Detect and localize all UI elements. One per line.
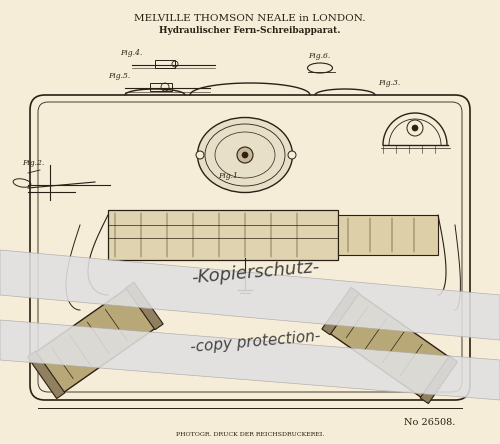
Text: -copy protection-: -copy protection- — [190, 329, 320, 355]
Polygon shape — [0, 250, 500, 340]
Circle shape — [237, 147, 253, 163]
Bar — [155, 60, 175, 68]
Text: Hydraulischer Fern-Schreibapparat.: Hydraulischer Fern-Schreibapparat. — [159, 26, 341, 35]
Text: Fig.4.: Fig.4. — [120, 49, 142, 57]
Bar — [126, 282, 163, 330]
Bar — [322, 287, 360, 335]
Circle shape — [242, 152, 248, 158]
Text: Fig.5.: Fig.5. — [108, 72, 130, 80]
Circle shape — [412, 125, 418, 131]
Text: Fig.6.: Fig.6. — [308, 52, 330, 60]
Ellipse shape — [198, 118, 292, 193]
Text: Fig.3.: Fig.3. — [378, 79, 400, 87]
FancyBboxPatch shape — [328, 293, 452, 398]
Bar — [338, 215, 438, 255]
FancyBboxPatch shape — [33, 287, 158, 393]
Text: Fig.2.: Fig.2. — [22, 159, 44, 167]
Text: No 26508.: No 26508. — [404, 418, 455, 427]
Circle shape — [196, 151, 204, 159]
Polygon shape — [0, 320, 500, 400]
Text: MELVILLE THOMSON NEALE in LONDON.: MELVILLE THOMSON NEALE in LONDON. — [134, 14, 366, 23]
Circle shape — [288, 151, 296, 159]
Bar — [28, 351, 65, 399]
Text: PHOTOGR. DRUCK DER REICHSDRUCKEREI.: PHOTOGR. DRUCK DER REICHSDRUCKEREI. — [176, 432, 324, 437]
Bar — [150, 83, 172, 91]
Bar — [420, 356, 458, 404]
Text: -Kopierschutz-: -Kopierschutz- — [190, 258, 320, 286]
Bar — [108, 210, 338, 260]
Text: Fig.1.: Fig.1. — [218, 172, 240, 180]
Circle shape — [407, 120, 423, 136]
